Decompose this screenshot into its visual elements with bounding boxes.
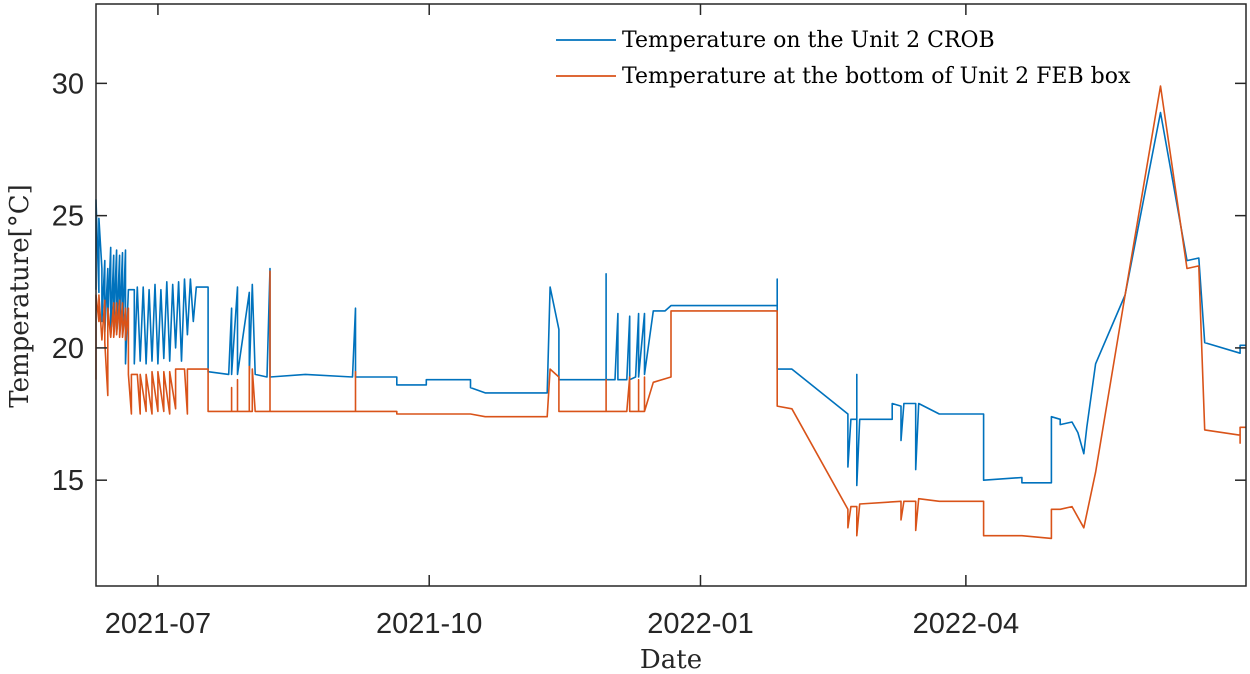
x-axis-ticks: 2021-07 2021-10 2022-01 2022-04: [105, 4, 1019, 640]
plot-area-frame: [95, 3, 1247, 587]
legend-label-2: Temperature at the bottom of Unit 2 FEB …: [622, 64, 1131, 89]
x-tick-label: 2021-07: [105, 608, 211, 640]
y-axis-title: Temperature[°C]: [5, 184, 35, 408]
series-line-1: [95, 111, 1246, 487]
plot-lines: [95, 85, 1246, 540]
legend: Temperature on the Unit 2 CROB Temperatur…: [556, 28, 1131, 89]
x-tick-label: 2022-01: [647, 608, 753, 640]
x-tick-label: 2022-04: [913, 608, 1019, 640]
y-tick-label: 25: [52, 201, 84, 233]
series-line-2: [95, 85, 1246, 540]
y-tick-label: 20: [52, 333, 84, 365]
y-tick-label: 15: [52, 465, 84, 497]
y-axis-ticks: 15 20 25 30: [52, 68, 1246, 497]
legend-label-1: Temperature on the Unit 2 CROB: [622, 28, 995, 53]
x-tick-label: 2021-10: [376, 608, 482, 640]
y-tick-label: 30: [52, 68, 84, 100]
x-axis-title: Date: [640, 645, 702, 674]
